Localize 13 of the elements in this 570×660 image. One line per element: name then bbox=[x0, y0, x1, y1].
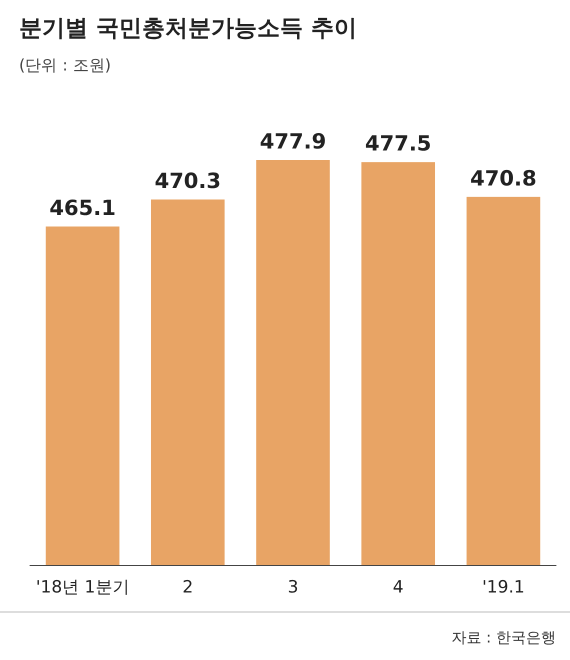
data-label: 477.9 bbox=[260, 130, 326, 154]
chart-subtitle: (단위 : 조원) bbox=[19, 56, 112, 74]
chart-title: 분기별 국민총처분가능소득 추이 bbox=[19, 16, 358, 42]
x-tick-label: 2 bbox=[182, 578, 194, 598]
data-label: 465.1 bbox=[49, 196, 116, 220]
data-label: 470.3 bbox=[154, 169, 222, 194]
x-tick-label: '19.1 bbox=[482, 578, 525, 598]
data-label: 470.8 bbox=[470, 166, 537, 190]
x-tick-label: 3 bbox=[288, 578, 298, 598]
x-tick-label: '18년 1분기 bbox=[36, 578, 130, 598]
text: 자료 : 한국은행 bbox=[451, 628, 556, 646]
x-tick-label: 4 bbox=[392, 578, 404, 598]
data-label: 477.5 bbox=[364, 132, 432, 156]
